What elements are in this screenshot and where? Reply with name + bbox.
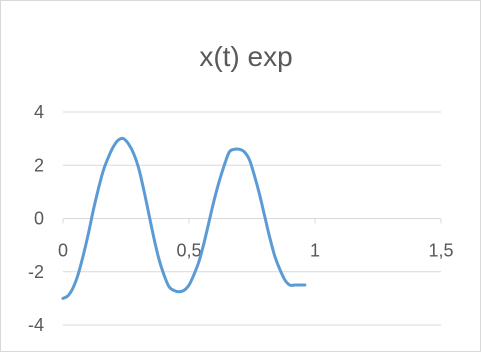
y-tick-label: 2 <box>34 155 44 175</box>
series-line <box>61 136 307 300</box>
x-tick-label: 1 <box>310 241 320 261</box>
y-axis-tick-labels: 4 2 0 -2 -4 <box>28 102 44 335</box>
x-tick-label: 0 <box>58 241 68 261</box>
y-tick-label: -4 <box>28 315 44 335</box>
x-tick-label: 0,5 <box>176 241 201 261</box>
x-axis-tick-labels: 0 0,5 1 1,5 <box>58 218 454 261</box>
x-tick-label: 1,5 <box>428 241 453 261</box>
y-tick-label: 0 <box>34 209 44 229</box>
y-tick-label: 4 <box>34 102 44 122</box>
y-tick-label: -2 <box>28 262 44 282</box>
chart-title: x(t) exp <box>199 41 292 72</box>
